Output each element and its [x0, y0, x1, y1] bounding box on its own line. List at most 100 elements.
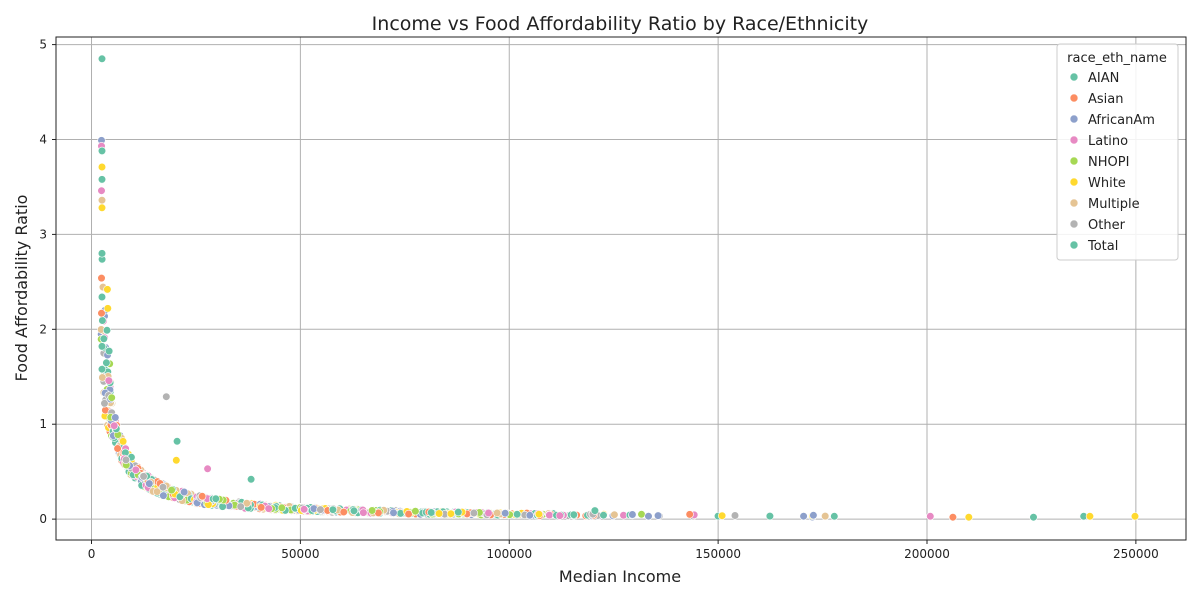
legend-label: Other — [1088, 218, 1126, 233]
scatter-point — [435, 509, 444, 518]
scatter-point — [97, 249, 107, 258]
scatter-point — [628, 510, 637, 519]
scatter-point — [111, 413, 120, 422]
legend-label: Latino — [1088, 134, 1128, 149]
legend-label: AIAN — [1088, 71, 1119, 86]
scatter-point — [104, 376, 113, 385]
scatter-point — [799, 512, 808, 521]
scatter-point — [99, 334, 108, 343]
scatter-point — [103, 285, 112, 294]
scatter-point — [139, 472, 148, 481]
scatter-point — [501, 509, 510, 518]
scatter-point — [610, 510, 619, 519]
scatter-point — [107, 393, 116, 402]
scatter-point — [118, 437, 128, 446]
legend-marker — [1069, 219, 1079, 229]
scatter-point — [316, 505, 325, 514]
legend-label: Multiple — [1088, 197, 1140, 212]
scatter-point — [569, 510, 578, 519]
scatter-point — [349, 506, 359, 515]
scatter-point — [97, 162, 107, 172]
scatter-point — [411, 507, 420, 516]
scatter-point — [97, 292, 107, 302]
scatter-point — [525, 511, 534, 520]
scatter-point — [339, 507, 348, 517]
legend-label: Asian — [1088, 92, 1123, 107]
scatter-point — [534, 510, 544, 519]
data-points — [97, 54, 1140, 522]
scatter-point — [102, 326, 112, 335]
scatter-point — [153, 487, 162, 496]
scatter-point — [97, 196, 107, 205]
y-tick-label: 5 — [39, 38, 47, 52]
legend-marker — [1069, 198, 1079, 208]
scatter-point — [637, 510, 646, 519]
scatter-point — [97, 274, 106, 283]
scatter-point — [145, 479, 154, 488]
x-tick-label: 0 — [88, 547, 96, 561]
scatter-point — [512, 510, 522, 519]
scatter-point — [110, 421, 119, 430]
scatter-point — [159, 491, 168, 500]
scatter-point — [328, 505, 338, 514]
scatter-point — [97, 342, 107, 351]
scatter-point — [131, 465, 140, 475]
scatter-point — [454, 507, 463, 517]
scatter-point — [717, 511, 727, 520]
scatter-point — [100, 399, 109, 408]
scatter-point — [765, 511, 775, 521]
scatter-point — [469, 508, 479, 518]
legend-marker — [1069, 156, 1079, 166]
scatter-point — [404, 509, 413, 519]
scatter-point — [97, 203, 107, 212]
scatter-point — [167, 486, 176, 495]
scatter-point — [300, 505, 309, 514]
scatter-point — [809, 511, 818, 520]
y-tick-label: 3 — [39, 227, 47, 241]
y-tick-label: 1 — [39, 417, 47, 431]
legend-marker — [1069, 72, 1079, 82]
x-tick-label: 250000 — [1113, 547, 1159, 561]
scatter-point — [113, 444, 122, 453]
legend-label: White — [1088, 176, 1126, 191]
scatter-point — [173, 437, 182, 446]
scatter-point — [97, 365, 107, 374]
scatter-point — [926, 512, 935, 521]
legend-marker — [1069, 177, 1079, 187]
axis-ticks: 0 50000 100000 150000 200000 250000 0 1 2 3 4 5 — [39, 38, 1158, 561]
scatter-point — [964, 513, 973, 522]
legend-marker — [1069, 93, 1079, 103]
legend-label: NHOPI — [1088, 155, 1129, 170]
scatter-point — [121, 455, 131, 465]
legend: race_eth_name AIAN Asian AfricanAm Latino NH… — [1056, 43, 1179, 261]
legend-box — [1056, 43, 1179, 261]
scatter-point — [427, 508, 436, 517]
scatter-point — [484, 508, 493, 518]
plot-frame — [55, 36, 1187, 541]
y-tick-label: 4 — [39, 132, 47, 146]
scatter-point — [247, 475, 256, 484]
scatter-point — [599, 511, 608, 520]
scatter-point — [446, 509, 456, 518]
scatter-point — [359, 508, 368, 517]
scatter-point — [1130, 512, 1140, 521]
scatter-point — [97, 146, 107, 155]
legend-items: AIAN Asian AfricanAm Latino NHOPI White Multip… — [1069, 71, 1155, 254]
scatter-point — [948, 513, 958, 522]
scatter-point — [257, 503, 266, 512]
legend-marker — [1069, 114, 1079, 124]
legend-marker — [1069, 135, 1079, 145]
legend-label: Total — [1087, 239, 1118, 254]
scatter-point — [162, 392, 171, 401]
y-axis-label: Food Affordability Ratio — [12, 195, 31, 382]
legend-marker — [1069, 240, 1079, 250]
scatter-point — [368, 506, 377, 515]
scatter-point — [158, 483, 168, 492]
scatter-point — [211, 494, 220, 503]
scatter-point — [97, 186, 106, 195]
x-tick-label: 200000 — [904, 547, 950, 561]
x-axis-label: Median Income — [559, 567, 681, 586]
